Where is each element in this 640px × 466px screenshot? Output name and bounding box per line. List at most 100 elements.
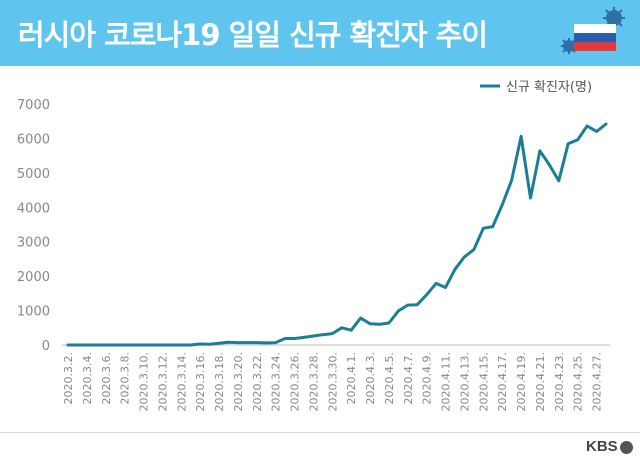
x-tick-label: 2020.3.30. xyxy=(326,352,339,411)
data-point xyxy=(538,149,541,152)
x-tick-label: 2020.4.27. xyxy=(591,352,604,411)
data-point xyxy=(501,203,504,206)
data-point xyxy=(491,225,494,228)
data-point xyxy=(454,268,456,271)
y-tick-label: 2000 xyxy=(17,270,50,285)
data-point xyxy=(199,343,202,345)
data-point xyxy=(161,344,164,346)
x-tick-label: 2020.3.2. xyxy=(62,352,75,404)
data-point xyxy=(114,344,117,346)
data-point xyxy=(236,341,239,344)
data-point xyxy=(369,322,371,325)
x-tick-label: 2020.3.16. xyxy=(194,352,207,411)
data-point xyxy=(227,341,230,344)
data-point xyxy=(406,304,409,307)
data-point xyxy=(378,323,381,326)
x-tick-label: 2020.4.9. xyxy=(421,352,434,404)
data-point xyxy=(340,326,343,329)
y-tick-label: 0 xyxy=(42,339,50,354)
x-tick-label: 2020.4.7. xyxy=(402,352,415,404)
data-point xyxy=(397,309,400,312)
y-tick-label: 7000 xyxy=(17,98,50,113)
x-tick-label: 2020.4.19. xyxy=(515,352,528,411)
data-point xyxy=(246,341,249,344)
x-tick-label: 2020.3.18. xyxy=(213,352,226,411)
data-point xyxy=(218,342,220,345)
x-tick-label: 2020.3.10. xyxy=(138,352,151,411)
data-point xyxy=(435,282,438,285)
x-tick-label: 2020.4.23. xyxy=(553,352,566,411)
x-tick-label: 2020.4.11. xyxy=(440,352,453,411)
x-tick-label: 2020.4.25. xyxy=(572,352,585,411)
x-tick-label: 2020.3.20. xyxy=(232,352,245,411)
data-point xyxy=(387,322,390,324)
data-point xyxy=(312,335,315,337)
data-point xyxy=(548,163,551,166)
data-point xyxy=(605,123,607,125)
data-point xyxy=(208,343,211,346)
data-point xyxy=(321,333,324,336)
x-tick-label: 2020.3.6. xyxy=(100,352,113,404)
footer-divider xyxy=(0,432,640,433)
data-point xyxy=(284,337,287,340)
data-point xyxy=(95,344,98,346)
data-point xyxy=(180,344,183,346)
data-point xyxy=(265,341,268,344)
data-point xyxy=(293,337,296,340)
x-tick-label: 2020.3.14. xyxy=(175,352,188,411)
page-title: 러시아 코로나19 일일 신규 확진자 추이 xyxy=(18,18,488,52)
x-tick-label: 2020.3.12. xyxy=(156,352,169,411)
kbs-logo: KBS xyxy=(586,438,618,455)
x-tick-label: 2020.4.15. xyxy=(477,352,490,411)
x-tick-label: 2020.4.5. xyxy=(383,352,396,404)
y-tick-label: 6000 xyxy=(17,132,50,147)
data-point xyxy=(557,179,560,182)
x-tick-label: 2020.3.4. xyxy=(81,352,94,404)
x-tick-label: 2020.4.13. xyxy=(458,352,471,411)
data-point xyxy=(142,344,145,346)
x-tick-label: 2020.4.1. xyxy=(345,352,358,404)
data-point xyxy=(472,248,475,251)
data-point xyxy=(170,344,173,346)
data-point xyxy=(567,142,570,145)
series-line-new-cases xyxy=(66,122,608,347)
x-tick-label: 2020.3.26. xyxy=(289,352,302,411)
data-point xyxy=(85,344,88,346)
data-point xyxy=(586,125,589,127)
data-point xyxy=(123,344,126,346)
y-axis: 0 1000 2000 3000 4000 5000 6000 7000 xyxy=(17,98,50,354)
data-point xyxy=(104,344,107,346)
y-tick-label: 5000 xyxy=(17,167,50,182)
data-point xyxy=(416,303,419,306)
data-point xyxy=(359,317,362,320)
data-point xyxy=(350,329,353,332)
data-point xyxy=(67,344,69,346)
x-tick-label: 2020.3.22. xyxy=(251,352,264,411)
data-point xyxy=(189,344,192,346)
legend-label: 신규 확진자(명) xyxy=(506,80,592,95)
x-axis: 2020.3.2. 2020.3.4. 2020.3.6. 2020.3.8. 2020… xyxy=(62,352,604,411)
data-point xyxy=(463,255,466,258)
y-tick-label: 3000 xyxy=(17,236,50,251)
x-tick-label: 2020.3.8. xyxy=(119,352,132,404)
x-tick-label: 2020.3.24. xyxy=(270,352,283,411)
data-point xyxy=(520,135,523,138)
legend: 신규 확진자(명) xyxy=(480,80,592,95)
data-point xyxy=(303,336,305,339)
kbs-logo-mark xyxy=(620,441,633,454)
data-point xyxy=(255,341,258,344)
data-point xyxy=(133,344,136,346)
data-point xyxy=(510,179,513,182)
header-banner: 러시아 코로나19 일일 신규 확진자 추이 xyxy=(0,0,640,66)
data-point xyxy=(482,227,485,230)
data-point xyxy=(595,130,598,133)
x-tick-label: 2020.4.3. xyxy=(364,352,377,404)
y-tick-label: 4000 xyxy=(17,201,50,216)
y-tick-label: 1000 xyxy=(17,305,50,320)
data-point xyxy=(529,197,532,199)
x-tick-label: 2020.3.28. xyxy=(307,352,320,411)
data-point xyxy=(151,344,154,346)
data-point xyxy=(76,344,79,346)
data-point xyxy=(576,138,579,141)
